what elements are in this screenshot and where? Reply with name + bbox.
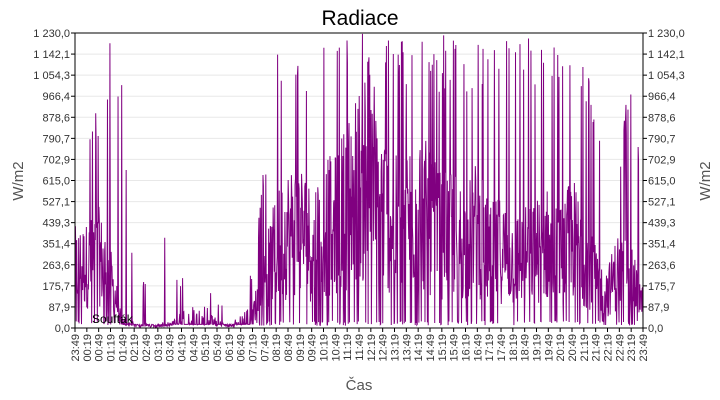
y-tick-label: 966,4 [42,91,70,103]
y-tick-label: 439,3 [42,218,70,230]
y-tick-label: 175,7 [648,281,676,293]
y-tick-label: 790,7 [42,133,70,145]
x-tick-label: 11:49 [354,334,366,361]
x-tick-label: 00:49 [94,334,106,362]
x-tick-label: 18:19 [508,334,520,362]
y-tick-label: 1 230,0 [33,28,70,40]
x-axis-label: Čas [346,377,373,394]
x-tick-label: 19:49 [543,334,555,362]
x-tick-label: 09:19 [295,334,307,362]
x-tick-label: 19:19 [532,334,544,362]
y-axis-left: 0,0 87,9 175,7 263,6 351,4 439,3 527,1 615,0 702… [33,28,75,335]
x-tick-label: 15:49 [449,334,461,362]
x-tick-label: 10:49 [330,334,342,362]
x-axis: 23:49 00:19 00:49 01:19 01:49 02:19 02:49 03:19… [70,328,650,362]
y-tick-label: 1 142,1 [648,49,685,61]
y-tick-label: 263,6 [648,260,676,272]
x-tick-label: 22:19 [603,334,615,362]
x-tick-label: 14:19 [413,334,425,362]
y-tick-label: 527,1 [648,197,676,209]
x-tick-label: 03:19 [153,334,165,362]
x-tick-label: 10:19 [319,334,331,362]
y-tick-label: 351,4 [648,239,676,251]
x-tick-label: 17:19 [484,334,496,362]
y-tick-label: 0,0 [648,323,663,335]
y-tick-label: 966,4 [648,91,676,103]
x-tick-label: 23:49 [638,334,650,362]
x-tick-label: 13:19 [390,334,402,362]
y-tick-label: 0,0 [55,323,70,335]
x-tick-label: 14:49 [425,334,437,362]
x-tick-label: 08:19 [271,334,283,362]
x-tick-label: 11:19 [342,334,354,361]
y-tick-label: 1 054,3 [33,70,70,82]
x-tick-label: 08:49 [283,334,295,362]
y-tick-label: 615,0 [648,176,676,188]
y-tick-label: 263,6 [42,260,70,272]
y-tick-label: 87,9 [49,302,70,314]
x-tick-label: 21:49 [591,334,603,362]
y-tick-label: 87,9 [648,302,669,314]
y-tick-label: 439,3 [648,218,676,230]
x-tick-label: 22:49 [614,334,626,362]
y-axis-right: 0,0 87,9 175,7 263,6 351,4 439,3 527,1 615,0 702… [643,28,685,335]
x-tick-label: 16:19 [461,334,473,362]
x-tick-label: 00:19 [82,334,94,362]
x-tick-label: 12:49 [378,334,390,362]
x-tick-label: 09:49 [307,334,319,362]
legend-entry-soufták: Soufták [92,312,134,326]
series-soufták-line [74,33,644,330]
chart-title: Radiace [321,7,398,30]
y-tick-label: 1 054,3 [648,70,685,82]
y-tick-label: 1 142,1 [33,49,70,61]
x-tick-label: 17:49 [496,334,508,362]
y-tick-label: 1 230,0 [648,28,685,40]
x-tick-label: 02:49 [141,334,153,362]
x-tick-label: 16:49 [472,334,484,362]
x-tick-label: 06:19 [224,334,236,362]
x-tick-label: 23:19 [626,334,638,362]
x-tick-label: 12:19 [366,334,378,362]
x-tick-label: 04:49 [188,334,200,362]
x-tick-label: 21:19 [579,334,591,362]
y-tick-label: 702,9 [42,154,70,166]
x-tick-label: 23:49 [70,334,82,362]
y-tick-label: 175,7 [42,281,70,293]
x-tick-label: 18:49 [520,334,532,362]
x-tick-label: 13:49 [401,334,413,362]
x-tick-label: 07:49 [259,334,271,362]
x-tick-label: 06:49 [236,334,248,362]
y-tick-label: 878,6 [648,112,676,124]
x-tick-label: 07:19 [248,334,260,362]
y-tick-label: 702,9 [648,154,676,166]
x-tick-label: 15:19 [437,334,449,362]
x-tick-label: 20:19 [555,334,567,362]
data-line [74,33,644,330]
y-tick-label: 878,6 [42,112,70,124]
x-tick-label: 05:49 [212,334,224,362]
y-tick-label: 527,1 [42,197,70,209]
x-tick-label: 02:19 [129,334,141,362]
x-tick-label: 03:49 [165,334,177,362]
y-tick-label: 790,7 [648,133,676,145]
y-tick-label: 615,0 [42,176,70,188]
y-axis-label-left: W/m2 [10,161,27,200]
y-tick-label: 351,4 [42,239,70,251]
x-tick-label: 05:19 [200,334,212,362]
x-tick-label: 01:19 [106,334,118,362]
x-tick-label: 20:49 [567,334,579,362]
x-tick-label: 01:49 [117,334,129,362]
y-axis-label-right: W/m2 [697,161,714,200]
x-tick-label: 04:19 [177,334,189,362]
